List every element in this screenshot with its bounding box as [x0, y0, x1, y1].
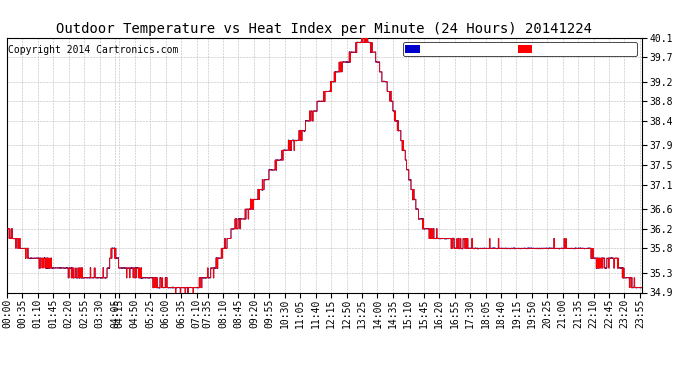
Text: Copyright 2014 Cartronics.com: Copyright 2014 Cartronics.com [8, 45, 179, 55]
Title: Outdoor Temperature vs Heat Index per Minute (24 Hours) 20141224: Outdoor Temperature vs Heat Index per Mi… [57, 22, 592, 36]
Legend: Heat Index  (°F), Temperature  (°F): Heat Index (°F), Temperature (°F) [403, 42, 637, 56]
